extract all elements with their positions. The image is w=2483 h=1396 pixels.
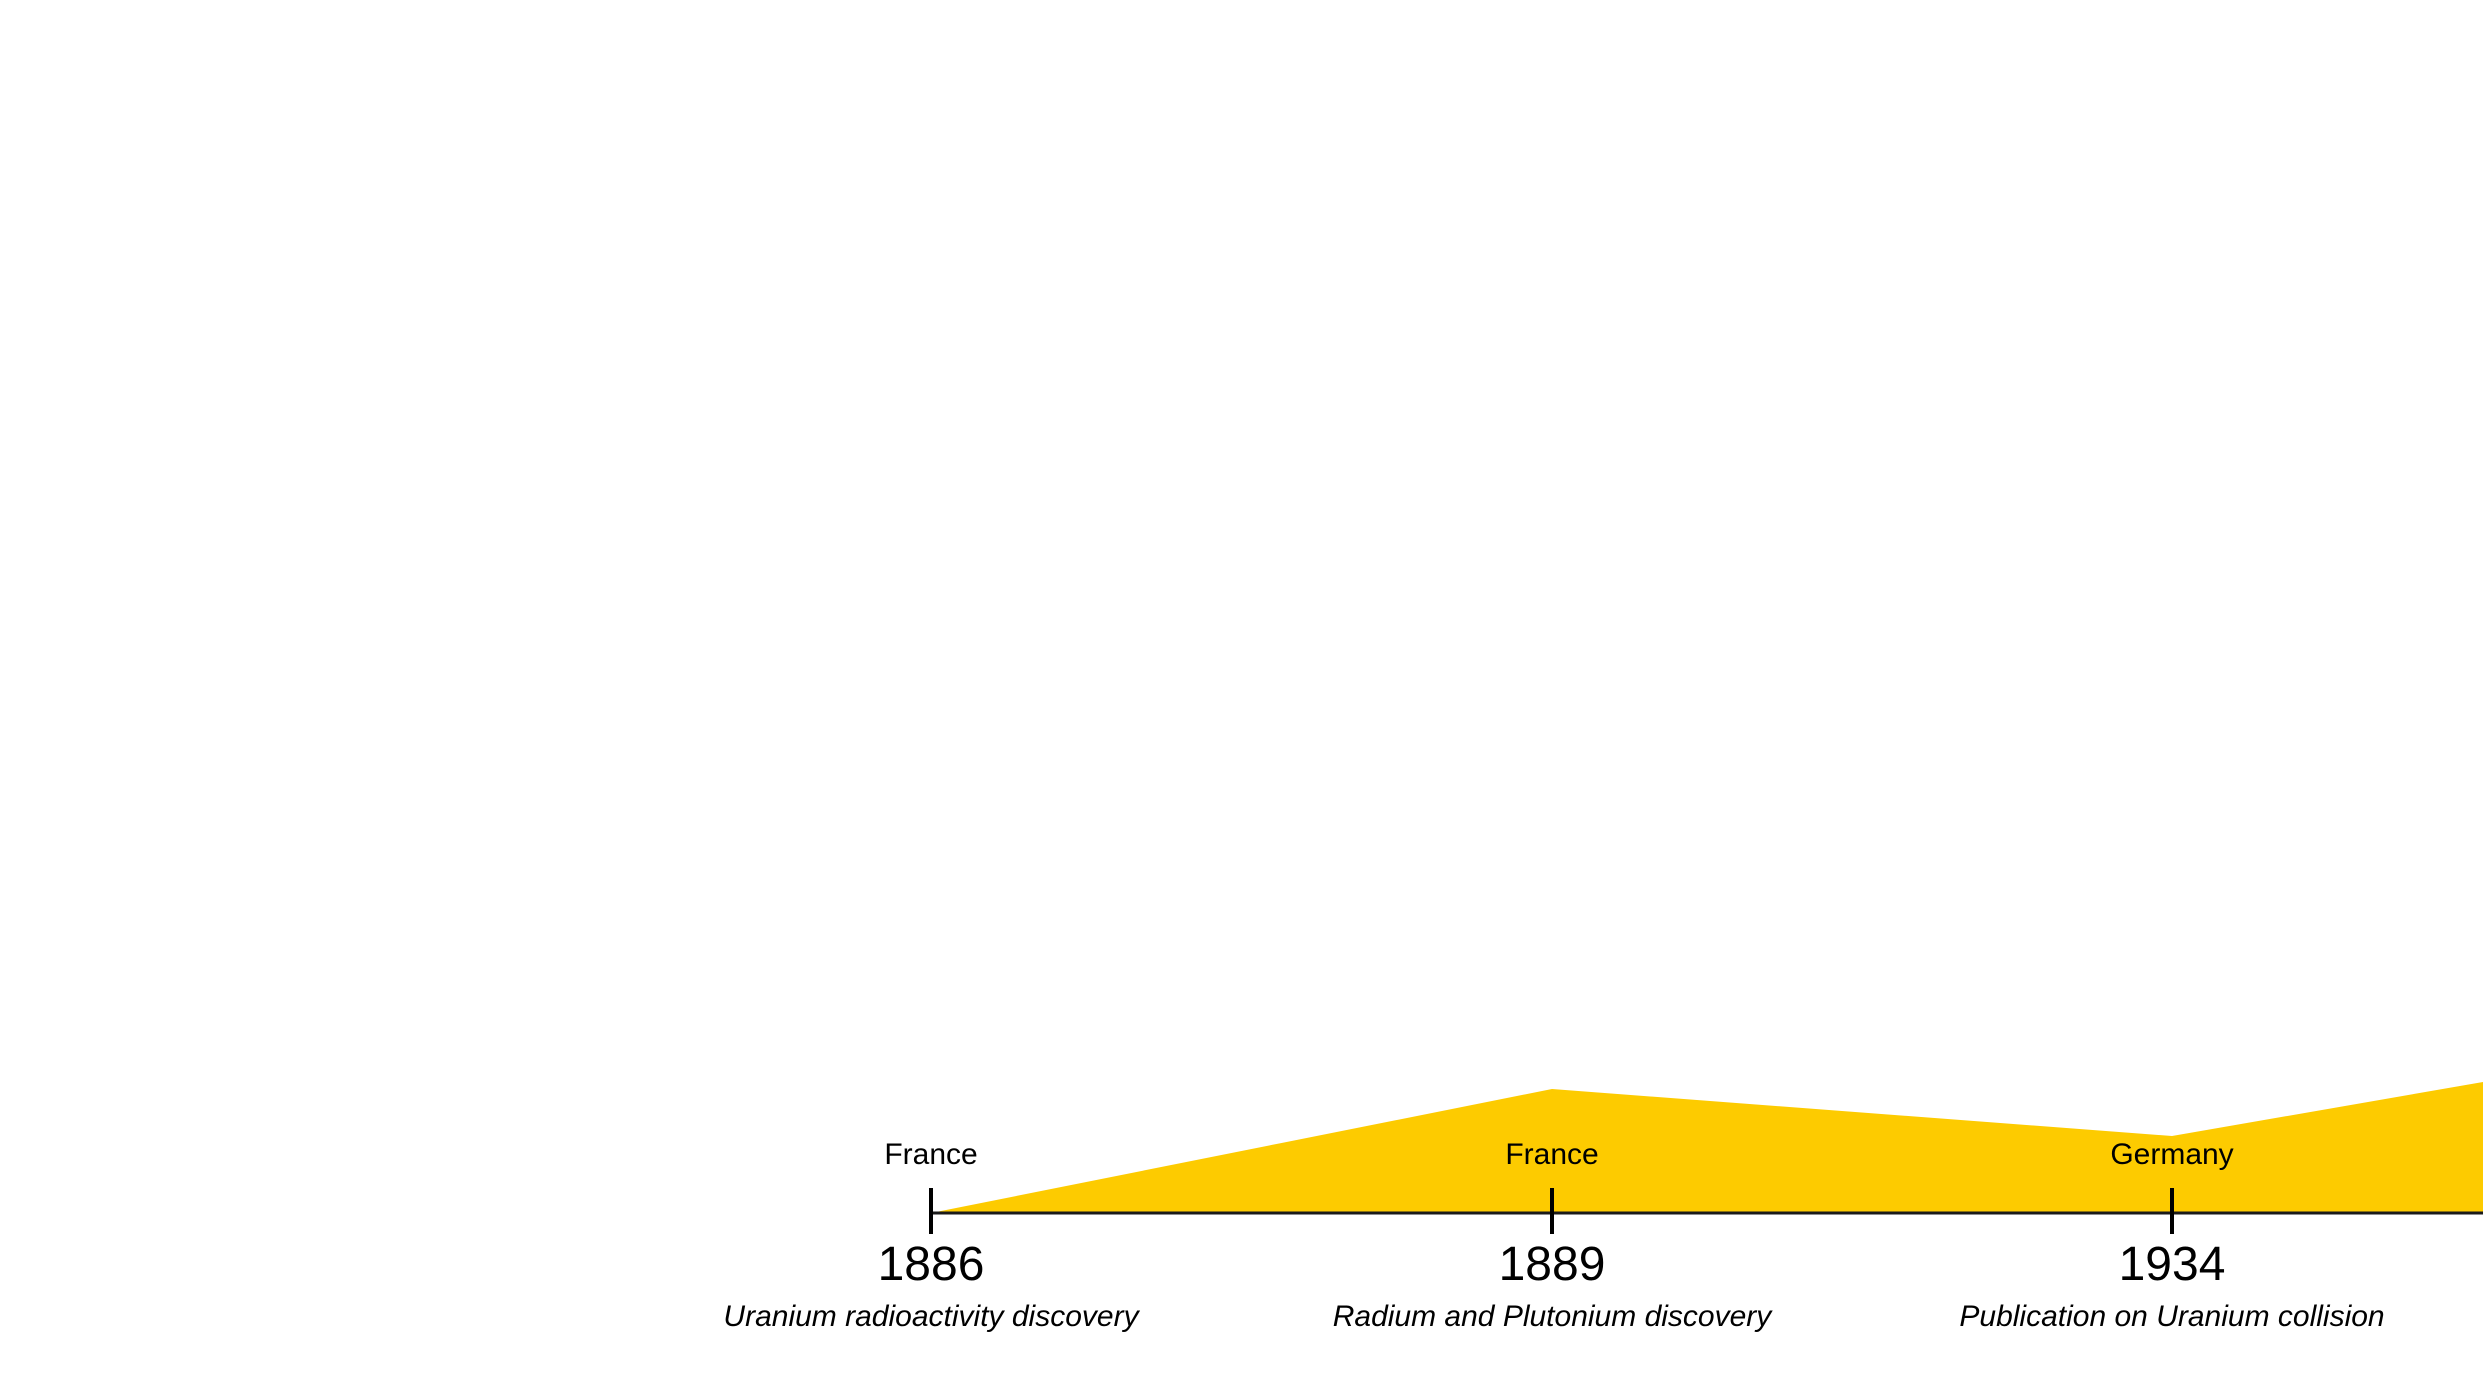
area-series [931,1082,2483,1213]
